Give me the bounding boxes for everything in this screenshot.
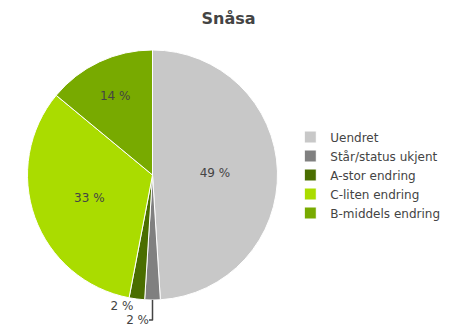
- svg-text:A-stor endring: A-stor endring: [330, 169, 415, 183]
- svg-text:Står/status ukjent: Står/status ukjent: [330, 150, 437, 164]
- svg-text:14 %: 14 %: [100, 89, 131, 103]
- svg-text:Snåsa: Snåsa: [201, 9, 255, 28]
- svg-text:49 %: 49 %: [200, 166, 231, 180]
- svg-text:C-liten endring: C-liten endring: [330, 188, 419, 202]
- svg-text:Uendret: Uendret: [330, 131, 378, 145]
- svg-text:33 %: 33 %: [74, 191, 105, 205]
- svg-text:2 %: 2 %: [110, 299, 133, 313]
- svg-text:B-middels endring: B-middels endring: [330, 207, 440, 221]
- svg-text:2 %: 2 %: [126, 313, 149, 327]
